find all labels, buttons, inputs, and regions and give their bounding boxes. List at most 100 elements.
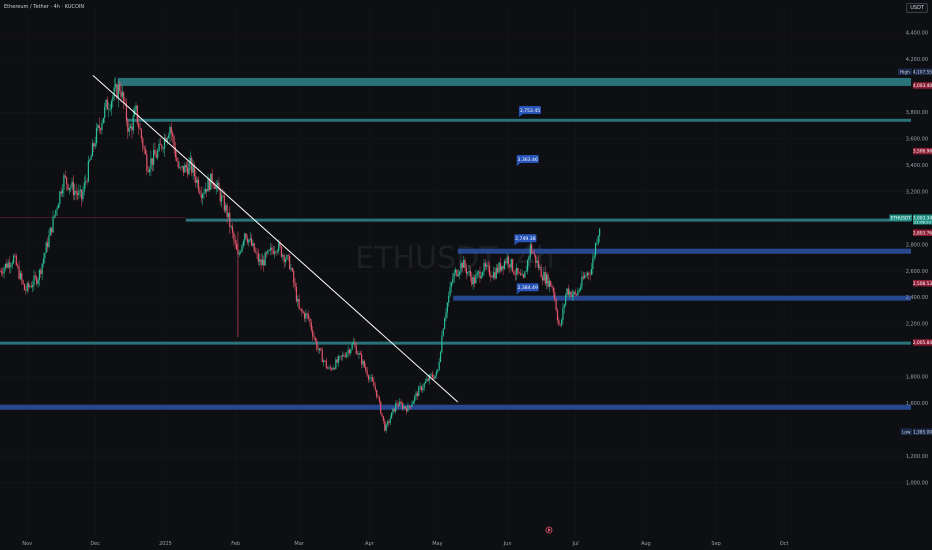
candle-body <box>26 283 28 291</box>
candle-body <box>131 126 133 131</box>
candle-body <box>377 396 379 398</box>
candle-body <box>223 195 225 211</box>
candle-body <box>340 355 342 357</box>
candle-body <box>27 283 30 288</box>
candle-body <box>214 185 216 190</box>
candle-body <box>187 167 189 175</box>
candle-body <box>180 167 182 168</box>
candle-body <box>102 117 104 124</box>
candle-body <box>91 143 94 157</box>
candle-body <box>505 261 507 264</box>
candle-body <box>566 288 568 296</box>
candle-body <box>95 127 98 144</box>
candle-body <box>151 158 153 165</box>
level-marker-pointer <box>514 242 519 246</box>
replay-icon[interactable] <box>545 526 553 534</box>
candle-body <box>227 212 230 217</box>
candle-body <box>517 267 519 273</box>
candle-body <box>128 128 130 132</box>
candle-body <box>44 253 46 259</box>
candle-body <box>554 292 556 300</box>
level-zones[interactable] <box>0 77 912 410</box>
candle-body <box>260 259 262 266</box>
candle-body <box>446 302 448 313</box>
candle-body <box>487 265 489 266</box>
price-axis[interactable]: 4,400.00 4,200.00 3,800.00 3,600.00 3,400.00… <box>906 31 928 487</box>
level-zone <box>457 248 911 254</box>
candle-body <box>526 259 529 272</box>
candle-body <box>454 269 457 273</box>
candle-body <box>172 133 174 137</box>
candle-body <box>155 155 157 158</box>
candle-body <box>59 191 61 205</box>
candle-body <box>249 238 251 240</box>
candle-body <box>129 126 132 129</box>
trendline-layer[interactable] <box>92 74 459 403</box>
level-markers[interactable]: 3,753.45 3,363.46 2,749.38 2,384.49 <box>514 106 541 295</box>
candle-body <box>98 125 100 129</box>
price-tick-label: 3,400.00 <box>906 163 928 169</box>
candle-body <box>72 181 75 196</box>
candle-body <box>501 266 503 271</box>
candle-body <box>114 84 117 88</box>
candle-body <box>23 283 26 291</box>
candle-body <box>371 377 374 382</box>
candle-body <box>182 166 185 173</box>
symbol-header[interactable]: Ethereum / Tether · 4h · KUCOIN <box>4 4 85 10</box>
candle-body <box>316 340 318 350</box>
candle-body <box>278 242 280 251</box>
time-axis[interactable]: Nov Dec 2025 Feb Mar Apr May Jun Jul Aug Sep Oct <box>22 541 788 547</box>
level-marker-pointer <box>518 114 523 118</box>
candle-body <box>188 162 190 175</box>
price-tick-label: 1,600.00 <box>906 401 928 407</box>
candle-body <box>113 87 115 97</box>
candle-body <box>30 286 32 288</box>
price-tag-name-box <box>897 68 912 75</box>
candle-body <box>478 271 480 273</box>
level-marker-label: 3,363.46 <box>517 157 538 163</box>
candle-body <box>407 405 409 412</box>
candle-body <box>32 285 34 288</box>
candle-body <box>380 401 382 414</box>
candle-body <box>514 274 516 275</box>
candle-body <box>599 228 601 236</box>
candle-body <box>484 263 487 267</box>
candle-body <box>252 243 254 246</box>
candle-body <box>211 173 213 184</box>
time-tick-label: Feb <box>231 541 240 547</box>
candle-body <box>41 263 43 274</box>
candle-body <box>269 247 272 250</box>
candle-body <box>306 313 308 315</box>
candle-body <box>358 353 360 355</box>
candle-body <box>60 191 62 194</box>
candle-body <box>491 276 493 278</box>
candle-body <box>191 157 193 173</box>
price-tag-value: 2,005.84 <box>913 340 932 346</box>
candle-body <box>93 143 95 147</box>
candle-body <box>279 242 281 247</box>
price-tick-label: 2,200.00 <box>906 322 928 328</box>
candle-body <box>579 286 582 290</box>
candle-body <box>78 191 80 196</box>
candle-body <box>192 165 194 173</box>
candle-body <box>18 266 20 279</box>
candle-body <box>518 272 521 274</box>
candle-body <box>7 262 9 268</box>
candle-body <box>593 255 595 259</box>
candle-body <box>248 239 250 243</box>
candle-body <box>449 286 451 296</box>
candle-body <box>19 273 21 279</box>
candle-body <box>0 271 1 272</box>
candle-body <box>396 403 398 405</box>
candle-body <box>332 368 334 370</box>
candle-body <box>339 355 341 357</box>
candle-body <box>548 280 550 287</box>
candle-body <box>265 252 268 254</box>
price-tag-box <box>913 428 932 435</box>
candle-body <box>282 255 284 257</box>
candle-body <box>64 175 66 178</box>
price-tag-box <box>913 68 932 75</box>
currency-button[interactable]: USDT <box>906 3 928 13</box>
candle-body <box>51 227 53 233</box>
